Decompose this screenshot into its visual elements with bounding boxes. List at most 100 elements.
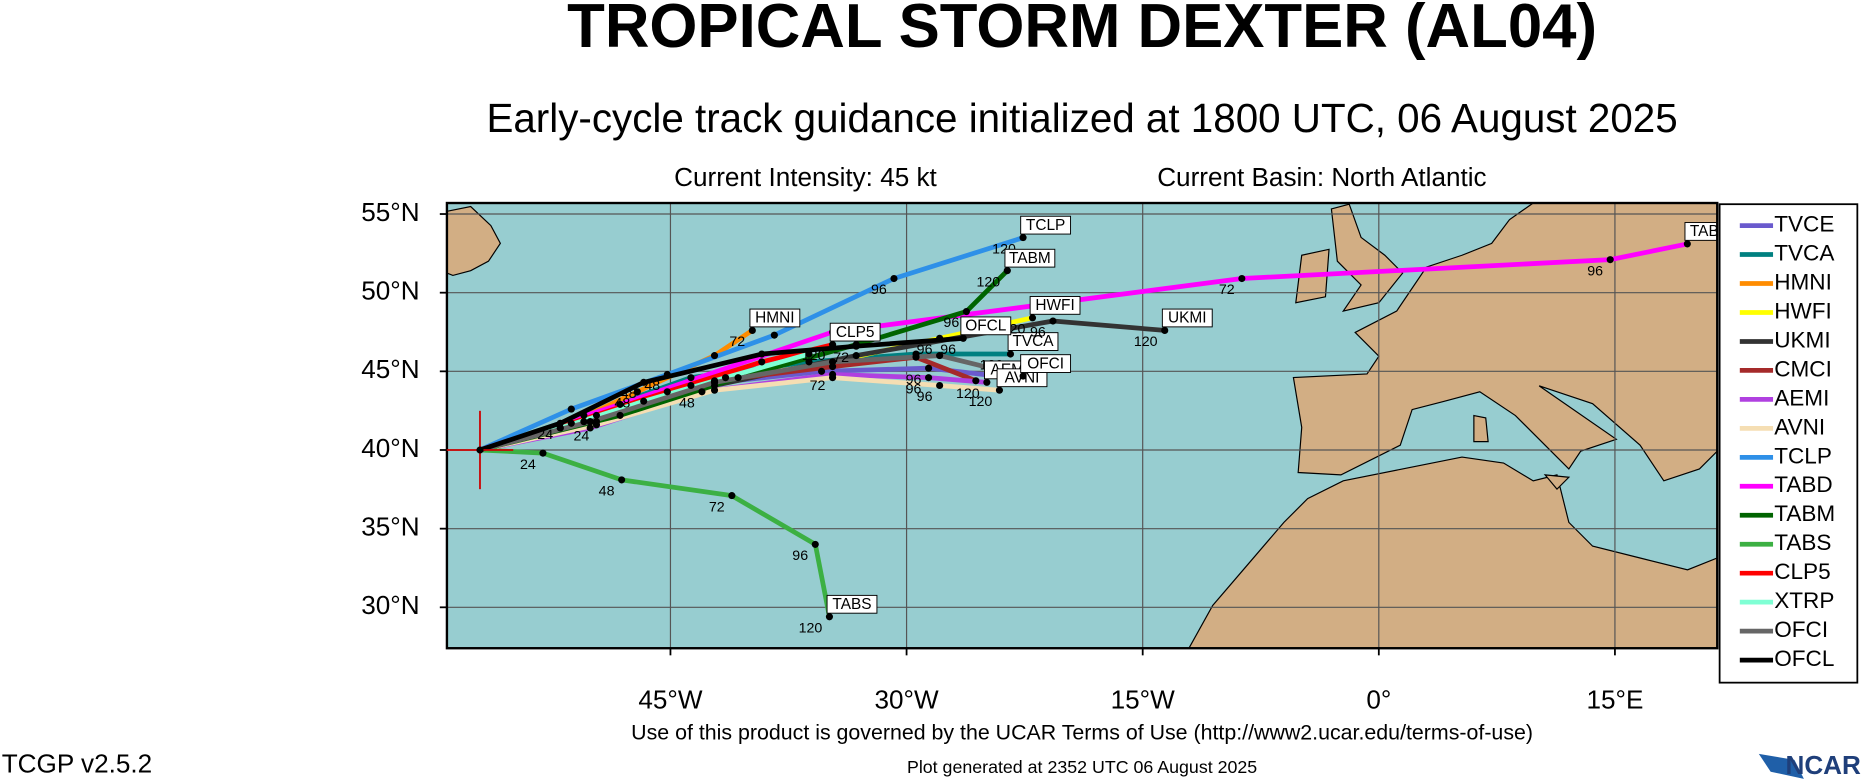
track-point	[710, 378, 719, 386]
track-point	[567, 419, 575, 427]
hour-label: 96	[871, 282, 887, 298]
hour-label: 96	[792, 548, 808, 564]
track-end-label: TABS	[832, 596, 871, 613]
legend-label: OFCL	[1774, 646, 1834, 671]
track-point	[586, 418, 594, 426]
track-point	[640, 378, 648, 386]
track-point	[567, 405, 575, 413]
track-point	[663, 388, 671, 396]
legend-label: UKMI	[1774, 327, 1830, 352]
legend-label: OFCI	[1774, 617, 1828, 642]
legend-label: CMCI	[1774, 356, 1832, 381]
hour-label: 96	[906, 381, 922, 397]
track-end-label: CLP5	[836, 324, 875, 341]
track-end-label-box	[829, 322, 881, 342]
hour-label: 96	[906, 372, 922, 388]
track-point	[698, 388, 706, 396]
y-tick-label: 55°N	[361, 197, 419, 227]
hour-label: 120	[799, 620, 823, 636]
track-point	[1606, 256, 1614, 264]
legend-label: TABM	[1774, 501, 1835, 526]
track-line	[479, 375, 1000, 453]
track-point	[663, 370, 671, 379]
y-tick-label: 30°N	[361, 590, 419, 620]
track-point	[852, 342, 860, 350]
hour-label: 72	[729, 334, 745, 350]
hour-label: 120	[802, 348, 826, 364]
track-point	[1019, 234, 1027, 242]
legend-label: TCLP	[1774, 443, 1832, 468]
x-tick-label: 0°	[1366, 685, 1391, 715]
track-point	[1006, 350, 1015, 358]
track-point	[825, 613, 834, 621]
track-point	[972, 377, 980, 385]
track-point	[580, 418, 588, 426]
generated: Plot generated at 2352 UTC 06 August 202…	[907, 757, 1257, 777]
legend-label: TABD	[1774, 472, 1832, 497]
track-end-label: UKMI	[1168, 310, 1207, 327]
track-point	[1161, 326, 1169, 335]
hour-label: 72	[709, 499, 725, 515]
track-end-label-box	[1684, 222, 1718, 241]
hour-label: 48	[644, 378, 660, 394]
x-tick-label: 15°W	[1111, 685, 1175, 715]
x-tick-label: 15°E	[1586, 685, 1643, 715]
hour-label: 96	[943, 315, 959, 331]
y-tick-label: 50°N	[361, 276, 419, 306]
track-end-label: TVCA	[1012, 333, 1054, 350]
track-end-label-box	[1004, 248, 1056, 268]
y-tick-label: 35°N	[361, 512, 419, 542]
basin: Current Basin: North Atlantic	[1157, 162, 1486, 192]
track-point	[962, 308, 970, 316]
legend-label: AVNI	[1774, 414, 1825, 439]
track-point	[936, 352, 944, 360]
legend-label: TVCA	[1774, 240, 1834, 265]
hour-label: 24	[537, 427, 553, 443]
track-point	[748, 326, 756, 335]
hour-label: 96	[940, 342, 956, 358]
track-point	[1019, 372, 1027, 380]
track-point	[556, 419, 564, 427]
track-point	[805, 358, 813, 366]
hour-label: 120	[976, 274, 1000, 290]
track-point	[586, 424, 594, 432]
hour-label: 96	[1030, 325, 1046, 341]
legend-label: TABS	[1774, 530, 1831, 555]
track-point	[721, 374, 730, 382]
track-point	[818, 367, 826, 375]
track-point	[890, 274, 898, 283]
track-end-label-box	[826, 594, 878, 614]
track-point	[1028, 314, 1037, 322]
terms: Use of this product is governed by the U…	[631, 720, 1533, 744]
hour-label: 72	[810, 378, 826, 394]
legend-label: AEMI	[1774, 385, 1829, 410]
track-point	[936, 381, 944, 390]
x-tick-label: 45°W	[638, 685, 702, 715]
track-point	[1049, 317, 1057, 325]
track-point	[829, 341, 837, 349]
track-end-label-box	[1007, 332, 1059, 351]
track-point	[592, 421, 601, 429]
track-end-label: HWFI	[1035, 297, 1074, 314]
track-point	[936, 334, 944, 342]
track-point	[633, 388, 641, 396]
track-point	[959, 334, 967, 342]
track-point	[995, 386, 1004, 394]
track-point	[1238, 274, 1246, 283]
hour-label: 48	[599, 484, 615, 500]
track-point	[618, 476, 626, 484]
track-point	[912, 353, 920, 361]
track-end-label: OFCI	[1027, 355, 1064, 372]
hour-label: 120	[969, 394, 993, 410]
chart-subtitle: Early-cycle track guidance initialized a…	[486, 95, 1677, 141]
storm-position-dot	[476, 446, 484, 454]
legend-label: CLP5	[1774, 559, 1830, 584]
track-end-label: TABM	[1009, 250, 1051, 267]
track-point	[539, 449, 547, 457]
track-point	[758, 350, 766, 358]
track-end-label: TABD	[1690, 223, 1730, 240]
hour-label: 96	[1587, 263, 1603, 279]
chart-title: TROPICAL STORM DEXTER (AL04)	[567, 0, 1597, 61]
version: TCGP v2.5.2	[2, 749, 152, 779]
hour-label: 48	[621, 386, 637, 402]
